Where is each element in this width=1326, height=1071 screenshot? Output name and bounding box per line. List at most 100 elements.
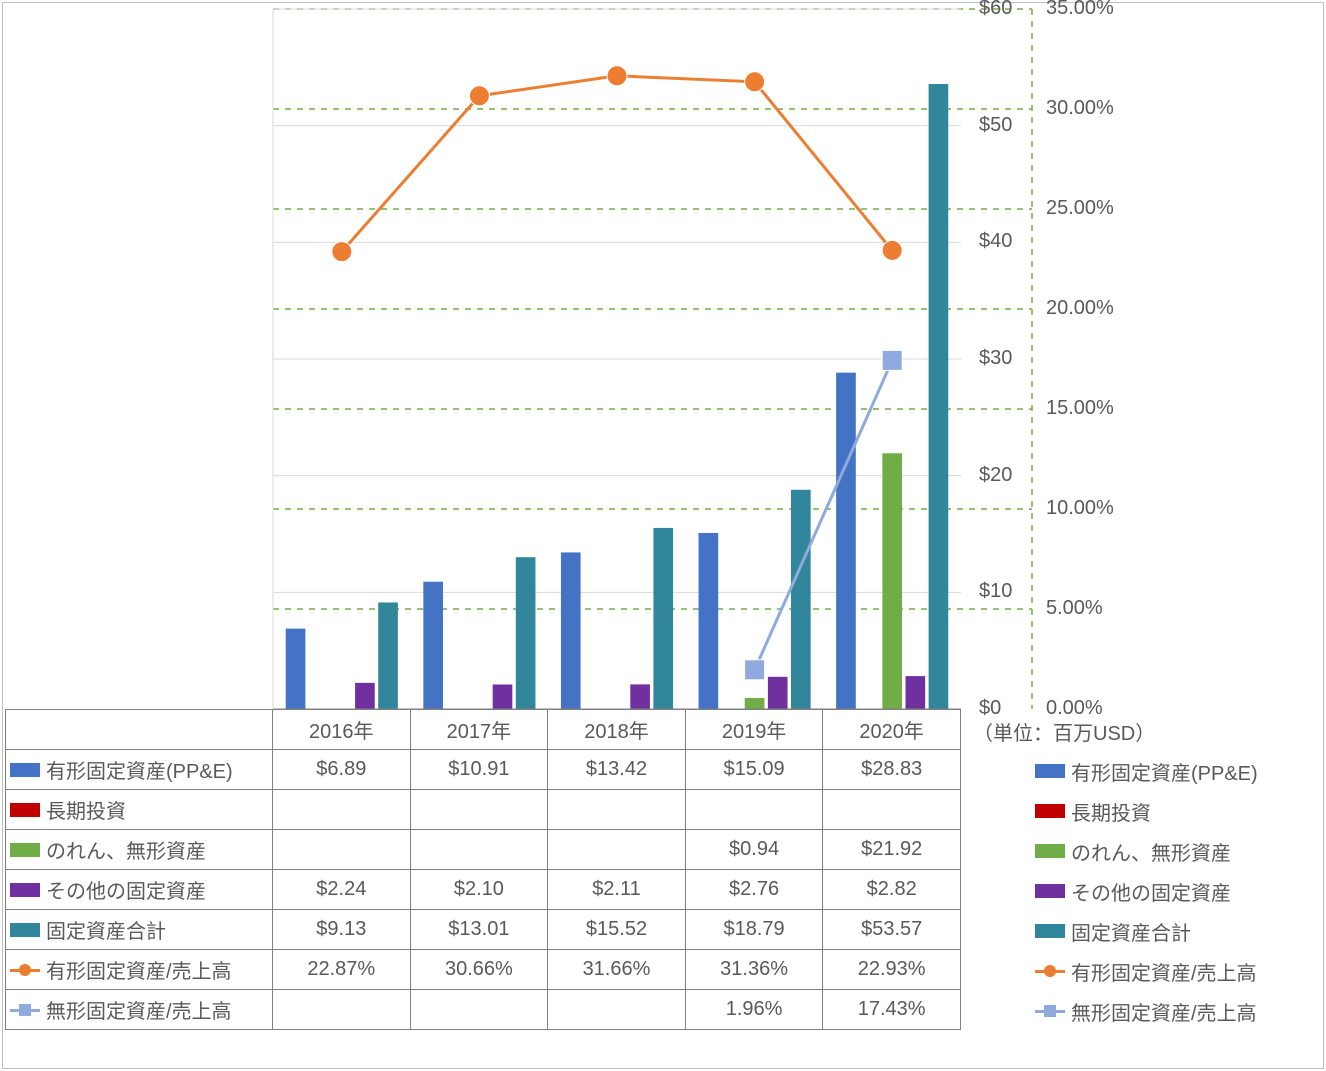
swatch-bar-icon	[10, 763, 40, 777]
table-cell: $2.76	[686, 870, 824, 910]
legend-label: 有形固定資産/売上高	[1071, 957, 1257, 986]
legend-label: 固定資産合計	[1071, 917, 1191, 946]
y2-tick-label: 5.00%	[1046, 597, 1103, 620]
legend-label: 有形固定資産(PP&E)	[1071, 757, 1258, 786]
table-cell: $2.24	[273, 870, 411, 910]
table-header-row: 2016年2017年2018年2019年2020年	[5, 710, 961, 750]
marker-ppe_r	[882, 240, 902, 260]
table-cell: $13.01	[411, 910, 549, 950]
marker-gw_r	[745, 660, 765, 680]
table-header-cell: 2020年	[823, 710, 961, 750]
bar-ppe	[836, 373, 856, 709]
series-label-gw_r: 無形固定資産/売上高	[5, 990, 273, 1030]
series-label-ppe: 有形固定資産(PP&E)	[5, 750, 273, 790]
table-corner	[5, 710, 273, 750]
swatch-line-icon	[1035, 1004, 1065, 1018]
swatch-line-icon	[1035, 964, 1065, 978]
bar-total	[929, 84, 949, 709]
legend-item-ppe: 有形固定資産(PP&E)	[1035, 751, 1258, 791]
bar-ppe	[561, 552, 581, 709]
table-cell	[273, 790, 411, 830]
y2-tick-label: 10.00%	[1046, 497, 1114, 520]
series-label-text: 長期投資	[46, 795, 126, 824]
table-row: 有形固定資産/売上高22.87%30.66%31.66%31.36%22.93%	[5, 950, 961, 990]
legend-label: その他の固定資産	[1071, 877, 1231, 906]
y1-tick-label: $20	[979, 464, 1012, 487]
table-cell: 22.93%	[823, 950, 961, 990]
table-cell	[548, 990, 686, 1030]
line-gw_r	[755, 360, 893, 669]
bar-total	[516, 557, 536, 709]
table-row: 無形固定資産/売上高1.96%17.43%	[5, 990, 961, 1030]
legend-label: 無形固定資産/売上高	[1071, 997, 1257, 1026]
table-row: 有形固定資産(PP&E)$6.89$10.91$13.42$15.09$28.8…	[5, 750, 961, 790]
series-label-other: その他の固定資産	[5, 870, 273, 910]
table-cell	[273, 830, 411, 870]
swatch-bar-icon	[1035, 844, 1065, 858]
y1-tick-label: $50	[979, 114, 1012, 137]
legend-label: のれん、無形資産	[1071, 837, 1231, 866]
marker-gw_r	[882, 350, 902, 370]
table-cell: $2.82	[823, 870, 961, 910]
series-label-text: 固定資産合計	[46, 915, 166, 944]
table-cell: $28.83	[823, 750, 961, 790]
table-cell: $2.10	[411, 870, 549, 910]
table-cell: $6.89	[273, 750, 411, 790]
y2-tick-label: 30.00%	[1046, 97, 1114, 120]
table-cell: 17.43%	[823, 990, 961, 1030]
data-table: 2016年2017年2018年2019年2020年有形固定資産(PP&E)$6.…	[5, 709, 961, 1030]
y2-tick-label: 20.00%	[1046, 297, 1114, 320]
table-cell: $53.57	[823, 910, 961, 950]
bar-total	[378, 602, 398, 709]
marker-ppe_r	[469, 86, 489, 106]
marker-ppe_r	[332, 242, 352, 262]
table-header-cell: 2018年	[548, 710, 686, 750]
series-label-ppe_r: 有形固定資産/売上高	[5, 950, 273, 990]
swatch-line-icon	[10, 963, 40, 977]
legend-label: 長期投資	[1071, 797, 1151, 826]
table-row: その他の固定資産$2.24$2.10$2.11$2.76$2.82	[5, 870, 961, 910]
bar-ppe	[423, 582, 443, 709]
bar-total	[791, 490, 811, 709]
table-cell: $18.79	[686, 910, 824, 950]
y1-tick-label: $30	[979, 347, 1012, 370]
table-row: 長期投資	[5, 790, 961, 830]
table-cell	[411, 790, 549, 830]
table-cell	[411, 830, 549, 870]
bar-ppe	[699, 533, 719, 709]
marker-ppe_r	[745, 72, 765, 92]
series-label-total: 固定資産合計	[5, 910, 273, 950]
table-cell: $21.92	[823, 830, 961, 870]
chart-plot	[3, 3, 1325, 711]
legend-item-other: その他の固定資産	[1035, 871, 1258, 911]
swatch-bar-icon	[10, 923, 40, 937]
table-cell: $0.94	[686, 830, 824, 870]
table-header-cell: 2017年	[411, 710, 549, 750]
bar-other	[630, 684, 650, 709]
bar-total	[653, 528, 673, 709]
chart-container: $0$10$20$30$40$50$60 0.00%5.00%10.00%15.…	[2, 2, 1324, 1069]
legend-item-ppe_r: 有形固定資産/売上高	[1035, 951, 1258, 991]
series-label-text: 無形固定資産/売上高	[46, 995, 232, 1024]
table-header-cell: 2016年	[273, 710, 411, 750]
legend-item-gw: のれん、無形資産	[1035, 831, 1258, 871]
bar-ppe	[286, 629, 306, 709]
series-label-ltinv: 長期投資	[5, 790, 273, 830]
table-cell: $10.91	[411, 750, 549, 790]
swatch-bar-icon	[10, 883, 40, 897]
y2-tick-label: 15.00%	[1046, 397, 1114, 420]
legend-item-gw_r: 無形固定資産/売上高	[1035, 991, 1258, 1031]
table-cell: $13.42	[548, 750, 686, 790]
swatch-bar-icon	[10, 803, 40, 817]
table-header-cell: 2019年	[686, 710, 824, 750]
y1-tick-label: $40	[979, 230, 1012, 253]
table-cell: 31.66%	[548, 950, 686, 990]
table-cell: $9.13	[273, 910, 411, 950]
table-cell	[823, 790, 961, 830]
line-ppe_r	[342, 76, 892, 252]
table-cell: $2.11	[548, 870, 686, 910]
y1-tick-label: $10	[979, 580, 1012, 603]
table-cell: 30.66%	[411, 950, 549, 990]
swatch-bar-icon	[1035, 804, 1065, 818]
table-row: 固定資産合計$9.13$13.01$15.52$18.79$53.57	[5, 910, 961, 950]
